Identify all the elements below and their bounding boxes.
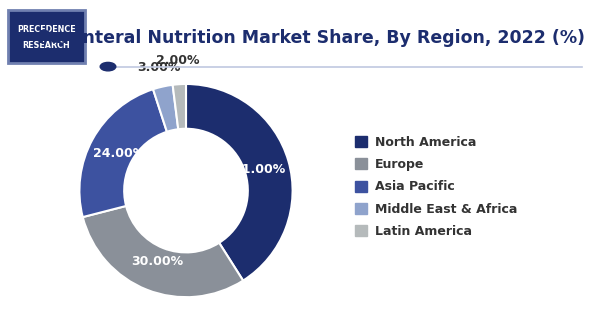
Text: 2.00%: 2.00% [156, 54, 200, 67]
Wedge shape [83, 206, 243, 297]
Text: 3.00%: 3.00% [137, 61, 180, 74]
Text: 24.00%: 24.00% [92, 147, 145, 160]
Wedge shape [153, 85, 178, 132]
Wedge shape [186, 84, 293, 280]
Legend: North America, Europe, Asia Pacific, Middle East & Africa, Latin America: North America, Europe, Asia Pacific, Mid… [355, 136, 517, 238]
Wedge shape [173, 84, 186, 129]
Text: 30.00%: 30.00% [131, 255, 184, 268]
Wedge shape [79, 89, 167, 217]
Text: RESEARCH: RESEARCH [23, 41, 70, 50]
Text: 41.00%: 41.00% [233, 163, 286, 176]
Text: Parenteral Nutrition Market Share, By Region, 2022 (%): Parenteral Nutrition Market Share, By Re… [38, 29, 586, 47]
FancyBboxPatch shape [8, 10, 85, 63]
Text: PRECEDENCE: PRECEDENCE [17, 25, 76, 34]
